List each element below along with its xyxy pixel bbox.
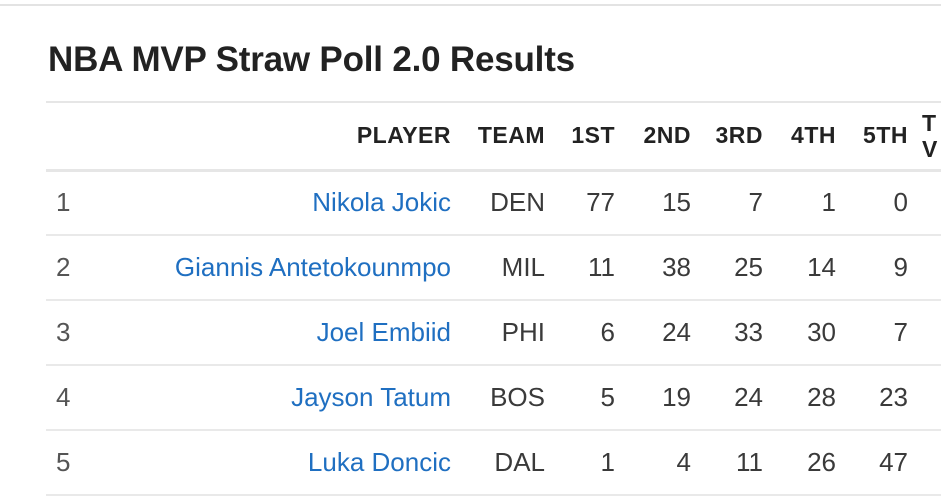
player-link[interactable]: Giannis Antetokounmpo (174, 252, 451, 282)
results-table-container[interactable]: PLAYER TEAM 1ST 2ND 3RD 4TH 5TH T V 1 Ni… (46, 101, 941, 498)
column-header-total-votes-line2: V (922, 135, 938, 162)
team-cell: MIL (501, 252, 545, 282)
player-link[interactable]: Joel Embiid (316, 317, 451, 347)
fifth-place-votes-cell: 0 (893, 187, 908, 218)
second-place-votes-cell: 38 (662, 252, 691, 282)
table-row: 4 Jayson Tatum BOS 5 19 24 28 23 (46, 365, 941, 430)
column-header-total-votes[interactable]: T V (908, 102, 941, 170)
column-header-4th[interactable]: 4TH (791, 122, 836, 149)
player-link[interactable]: Jayson Tatum (291, 382, 451, 412)
table-row: 3 Joel Embiid PHI 6 24 33 30 7 (46, 300, 941, 365)
rank-cell: 3 (56, 317, 71, 347)
column-header-1st[interactable]: 1ST (571, 122, 615, 149)
table-row: 2 Giannis Antetokounmpo MIL 11 38 25 14 … (46, 235, 941, 300)
second-place-votes-cell: 19 (662, 382, 691, 412)
rank-cell: 5 (56, 447, 71, 477)
rank-cell: 4 (56, 382, 71, 412)
second-place-votes-cell: 4 (676, 447, 691, 477)
rank-cell: 2 (56, 252, 71, 282)
fourth-place-votes-cell: 26 (807, 447, 836, 477)
column-header-5th[interactable]: 5TH (863, 122, 908, 149)
third-place-votes-cell: 11 (736, 447, 763, 477)
rank-cell: 1 (56, 187, 71, 218)
team-cell: DEN (490, 187, 545, 218)
fifth-place-votes-cell: 47 (879, 447, 908, 477)
team-cell: BOS (490, 382, 545, 412)
fifth-place-votes-cell: 9 (893, 252, 908, 282)
page-title: NBA MVP Straw Poll 2.0 Results (48, 40, 575, 79)
first-place-votes-cell: 5 (600, 382, 615, 412)
second-place-votes-cell: 15 (662, 187, 691, 218)
player-link[interactable]: Nikola Jokic (312, 187, 451, 218)
total-votes-cell (908, 430, 941, 495)
table-header-row: PLAYER TEAM 1ST 2ND 3RD 4TH 5TH T V (46, 102, 941, 170)
fourth-place-votes-cell: 30 (807, 317, 836, 347)
fourth-place-votes-cell: 14 (807, 252, 836, 282)
column-header-team[interactable]: TEAM (477, 122, 545, 149)
total-votes-cell (908, 170, 941, 235)
fourth-place-votes-cell: 28 (807, 382, 836, 412)
third-place-votes-cell: 7 (748, 187, 763, 218)
player-link[interactable]: Luka Doncic (307, 447, 451, 477)
fifth-place-votes-cell: 23 (879, 382, 908, 412)
total-votes-cell (908, 300, 941, 365)
first-place-votes-cell: 11 (588, 252, 615, 282)
fifth-place-votes-cell: 7 (893, 317, 908, 347)
column-header-rank (46, 102, 106, 170)
total-votes-cell (908, 365, 941, 430)
results-table: PLAYER TEAM 1ST 2ND 3RD 4TH 5TH T V 1 Ni… (46, 101, 941, 496)
column-header-2nd[interactable]: 2ND (643, 122, 691, 149)
team-cell: PHI (501, 317, 545, 347)
total-votes-cell (908, 235, 941, 300)
column-header-total-votes-line1: T (922, 109, 937, 136)
first-place-votes-cell: 77 (586, 187, 615, 218)
top-divider (0, 0, 941, 6)
second-place-votes-cell: 24 (662, 317, 691, 347)
team-cell: DAL (494, 447, 545, 477)
table-row: 1 Nikola Jokic DEN 77 15 7 1 0 (46, 170, 941, 235)
third-place-votes-cell: 24 (734, 382, 763, 412)
fourth-place-votes-cell: 1 (821, 187, 836, 218)
table-row: 5 Luka Doncic DAL 1 4 11 26 47 (46, 430, 941, 495)
column-header-player[interactable]: PLAYER (356, 122, 451, 149)
first-place-votes-cell: 1 (600, 447, 615, 477)
column-header-3rd[interactable]: 3RD (715, 122, 763, 149)
first-place-votes-cell: 6 (600, 317, 615, 347)
third-place-votes-cell: 25 (734, 252, 763, 282)
third-place-votes-cell: 33 (734, 317, 763, 347)
